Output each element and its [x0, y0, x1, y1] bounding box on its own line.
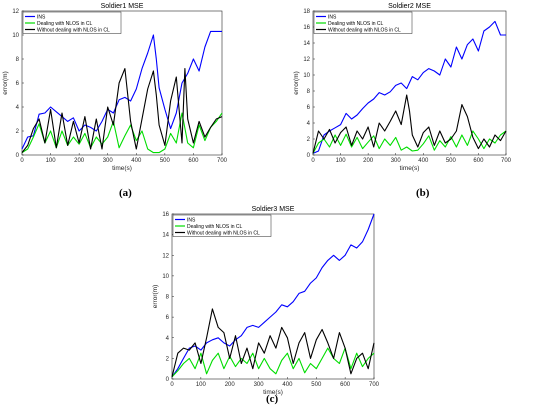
x-tick-label: 100: [46, 158, 57, 164]
x-axis-label: time(s): [263, 389, 283, 396]
x-tick-label: 0: [20, 158, 24, 164]
legend-entry: INS: [187, 217, 196, 223]
chart-title: Soldier2 MSE: [388, 3, 431, 10]
y-tick-label: 4: [16, 105, 20, 111]
x-tick-label: 100: [336, 158, 347, 164]
x-tick-label: 0: [311, 158, 315, 164]
x-tick-label: 500: [446, 158, 457, 164]
y-tick-label: 0: [16, 153, 20, 159]
y-tick-label: 10: [303, 73, 310, 79]
x-tick-label: 600: [473, 158, 484, 164]
y-tick-label: 6: [307, 105, 311, 111]
y-tick-label: 10: [162, 274, 169, 280]
x-tick-label: 700: [501, 158, 512, 164]
series-line-without-dealing-with-nlos-in-cl: [312, 94, 507, 154]
legend-entry: Dealing with NLOS in CL: [328, 21, 384, 27]
x-tick-label: 200: [225, 382, 236, 388]
series-line-dealing-with-nlos-in-cl: [312, 130, 507, 154]
x-tick-label: 400: [131, 158, 142, 164]
y-tick-label: 2: [166, 356, 170, 362]
series-line-without-dealing-with-nlos-in-cl: [21, 68, 223, 153]
y-tick-label: 8: [307, 89, 311, 95]
x-tick-label: 600: [340, 382, 351, 388]
y-tick-label: 10: [12, 33, 19, 39]
x-tick-label: 0: [170, 382, 174, 388]
legend-entry: INS: [328, 14, 337, 20]
chart-title: Soldier3 MSE: [252, 206, 295, 213]
x-tick-label: 700: [217, 158, 228, 164]
panel-label-a: (a): [119, 187, 132, 199]
y-axis-label: error(m): [293, 71, 300, 94]
series-line-ins: [21, 30, 222, 150]
series-line-ins: [312, 20, 506, 154]
y-axis-label: error(m): [152, 285, 159, 308]
x-tick-label: 200: [74, 158, 85, 164]
x-tick-label: 600: [188, 158, 199, 164]
legend-entry: Without dealing with NLOS in CL: [187, 230, 260, 236]
panel-label-b: (b): [416, 187, 430, 199]
panel-label-c: (c): [266, 393, 279, 405]
legend: [172, 214, 272, 237]
x-axis-label: time(s): [400, 165, 420, 172]
y-tick-label: 14: [303, 41, 310, 47]
x-tick-label: 400: [418, 158, 429, 164]
legend-entry: Without dealing with NLOS in CL: [37, 27, 110, 33]
y-tick-label: 12: [162, 253, 169, 259]
legend-entry: Dealing with NLOS in CL: [37, 21, 93, 27]
y-tick-label: 2: [16, 129, 20, 135]
series-line-dealing-with-nlos-in-cl: [171, 347, 375, 378]
x-axis-label: time(s): [112, 165, 132, 172]
x-tick-label: 300: [254, 382, 265, 388]
y-tick-label: 2: [307, 137, 311, 143]
x-tick-label: 500: [160, 158, 171, 164]
x-tick-label: 300: [391, 158, 402, 164]
chart-soldier1: Soldier1 MSE 0 100 200 300 400 500 600 700 0 2 4 6 8 1…: [2, 3, 228, 172]
y-axis-label: error(m): [2, 71, 9, 94]
chart-soldier3: Soldier3 MSE 0 100 200 300 400 500 600 700 0 2 4 6 8 1…: [152, 206, 380, 396]
y-tick-label: 14: [162, 233, 169, 239]
x-tick-label: 300: [103, 158, 114, 164]
x-tick-label: 700: [369, 382, 380, 388]
legend: [22, 11, 122, 34]
x-tick-label: 100: [196, 382, 207, 388]
x-tick-label: 500: [311, 382, 322, 388]
y-tick-label: 18: [303, 9, 310, 15]
y-tick-label: 6: [16, 81, 20, 87]
y-tick-label: 4: [307, 121, 311, 127]
y-tick-label: 0: [166, 377, 170, 383]
plot-area: [21, 10, 223, 156]
y-tick-label: 0: [307, 153, 311, 159]
series-line-without-dealing-with-nlos-in-cl: [171, 308, 375, 378]
legend-entry: Dealing with NLOS in CL: [187, 224, 243, 230]
y-tick-label: 4: [166, 336, 170, 342]
legend-entry: Without dealing with NLOS in CL: [328, 27, 401, 33]
y-tick-label: 8: [16, 57, 20, 63]
chart-title: Soldier1 MSE: [101, 3, 144, 10]
y-tick-label: 12: [303, 57, 310, 63]
y-tick-label: 8: [166, 295, 170, 301]
y-tick-label: 16: [162, 212, 169, 218]
y-tick-label: 16: [303, 25, 310, 31]
y-tick-label: 6: [166, 315, 170, 321]
y-tick-label: 12: [12, 9, 19, 15]
x-tick-label: 400: [282, 382, 293, 388]
plot-area: [171, 213, 375, 380]
legend-entry: INS: [37, 14, 46, 20]
legend: [313, 11, 413, 34]
x-tick-label: 200: [363, 158, 374, 164]
chart-soldier2: Soldier2 MSE 0 100 200 300 400 500 600 700 0 2 4 6 8 1…: [293, 3, 512, 172]
